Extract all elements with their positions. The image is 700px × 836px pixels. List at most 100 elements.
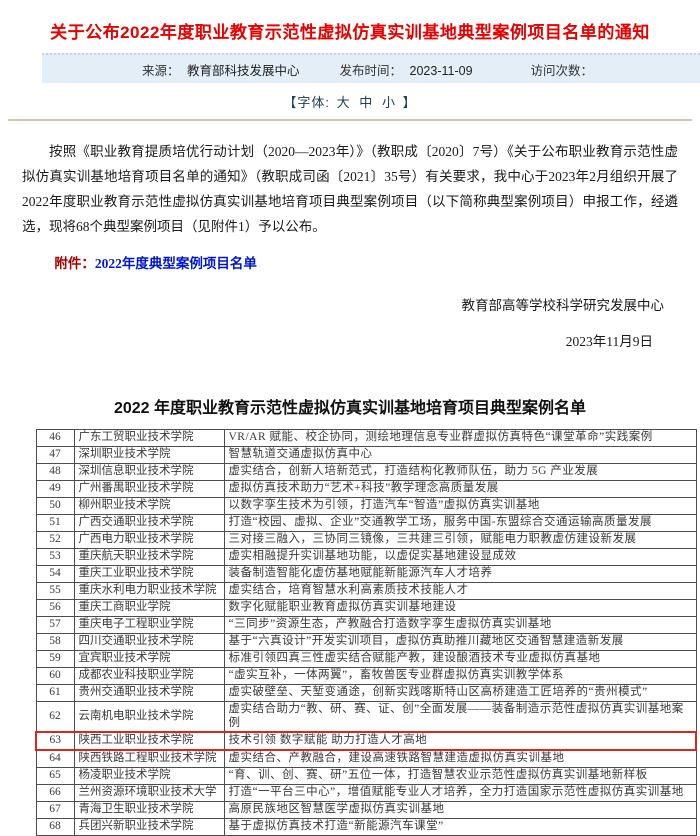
- table-row: 48 深圳信息职业技术学院 虚实结合，创新人培新范式，打造结构化教师队伍，助力 …: [35, 463, 697, 481]
- table-row: 47 深圳职业技术学院 智慧轨道交通虚拟仿真中心: [35, 446, 697, 464]
- row-number: 47: [35, 446, 75, 464]
- row-number: 63: [35, 731, 75, 751]
- attachment-line: 附件：2022年度典型案例项目名单: [22, 252, 678, 272]
- notice-body: 按照《职业教育提质培优行动计划（2020—2023年）》（教职成〔2020〕7号…: [22, 139, 678, 239]
- row-number: 51: [35, 514, 75, 532]
- row-number: 49: [35, 480, 75, 498]
- signature-organization: 教育部高等学校科学研究发展中心: [461, 298, 665, 313]
- row-number: 58: [35, 633, 75, 651]
- meta-bar: 来源： 教育部科技发展中心 发布时间： 2023-11-09 访问次数：: [42, 53, 700, 83]
- case-table: 46 广东工贸职业技术学院 VR/AR 赋能、校企协同，测绘地理信息专业群虚拟仿…: [35, 429, 697, 836]
- row-school: 重庆工业职业技术学院: [73, 565, 225, 583]
- row-description: “三同步”资源生态，产教融合打造数字孪生虚拟仿真实训基地: [223, 616, 697, 634]
- row-number: 46: [35, 429, 75, 447]
- font-size-selector: 【字体: 大 中 小 】: [0, 92, 700, 111]
- table-row: 49 广州番禺职业技术学院 虚拟仿真技术助力“艺术+科技”教学理念高质量发展: [35, 480, 697, 498]
- table-row: 46 广东工贸职业技术学院 VR/AR 赋能、校企协同，测绘地理信息专业群虚拟仿…: [35, 429, 697, 447]
- row-number: 48: [35, 463, 75, 481]
- row-description: VR/AR 赋能、校企协同，测绘地理信息专业群虚拟仿真特色“课堂革命”实践案例: [223, 429, 697, 447]
- row-number: 54: [35, 565, 75, 583]
- row-school: 贵州交通职业技术学院: [73, 684, 225, 702]
- row-description: 虚实结合，创新人培新范式，打造结构化教师队伍，助力 5G 产业发展: [223, 463, 697, 481]
- row-school: 陕西铁路工程职业技术学院: [73, 749, 225, 768]
- row-number: 57: [35, 616, 75, 634]
- row-school: 重庆电子工程职业学院: [73, 616, 225, 634]
- row-description: “虚实互补，一体两翼”，畜牧兽医专业群虚拟仿真实训教学体系: [223, 667, 697, 685]
- table-row: 63 陕西工业职业技术学院 技术引领 数字赋能 助力打造人才高地: [35, 731, 697, 751]
- meta-visits: 访问次数：: [531, 60, 594, 79]
- row-number: 65: [35, 767, 75, 785]
- font-size-medium-button[interactable]: 中: [359, 95, 374, 110]
- row-description: 技术引领 数字赋能 助力打造人才高地: [223, 731, 697, 751]
- notice-paragraph: 按照《职业教育提质培优行动计划（2020—2023年）》（教职成〔2020〕7号…: [22, 144, 678, 234]
- table-row: 66 兰州资源环境职业技术大学 打造“一平台三中心”，增值赋能专业人才培养，全力…: [35, 784, 697, 802]
- header-divider: [8, 119, 692, 121]
- row-number: 59: [35, 650, 75, 668]
- row-number: 60: [35, 667, 75, 685]
- row-description: 虚实结合，培育智慧水利高素质技术技能人才: [223, 582, 697, 600]
- font-size-small-button[interactable]: 小: [381, 95, 396, 110]
- row-description: 虚拟仿真技术助力“艺术+科技”教学理念高质量发展: [223, 480, 697, 498]
- table-row: 64 陕西铁路工程职业技术学院 虚实结合、产教融合，建设高速铁路智慧建造虚拟仿真…: [35, 749, 697, 768]
- row-school: 深圳信息职业技术学院: [73, 463, 225, 481]
- row-school: 陕西工业职业技术学院: [73, 731, 225, 751]
- row-school: 广西电力职业技术学院: [73, 531, 225, 549]
- table-row: 61 贵州交通职业技术学院 虚实破壁垒、天堑变通途，创新实践喀斯特山区高桥建造工…: [35, 684, 697, 702]
- row-school: 重庆工商职业学院: [73, 599, 225, 617]
- meta-source-value: 教育部科技发展中心: [187, 63, 300, 78]
- row-description: 打造“一平台三中心”，增值赋能专业人才培养，全力打造国家示范性虚拟仿真实训基地: [223, 784, 697, 802]
- row-number: 62: [35, 701, 75, 733]
- row-school: 重庆航天职业技术学院: [73, 548, 225, 566]
- page-title: 关于公布2022年度职业教育示范性虚拟仿真实训基地典型案例项目名单的通知: [50, 23, 650, 42]
- row-description: 数字化赋能职业教育虚拟仿真实训基地建设: [223, 599, 697, 617]
- table-row: 52 广西电力职业技术学院 三对接三融入，三协同三镜像，三共建三引领，赋能电力职…: [35, 531, 697, 549]
- row-school: 兵团兴新职业技术学院: [73, 818, 225, 836]
- row-school: 广东工贸职业技术学院: [73, 429, 225, 447]
- table-row: 68 兵团兴新职业技术学院 基于虚拟仿真技术打造“新能源汽车课堂”: [35, 818, 697, 836]
- row-description: 虚实破壁垒、天堑变通途，创新实践喀斯特山区高桥建造工匠培养的“贵州模式”: [223, 684, 697, 702]
- table-row: 65 杨凌职业技术学院 “育、训、创、赛、研”五位一体，打造智慧农业示范性虚拟仿…: [35, 767, 697, 785]
- font-size-large-button[interactable]: 大: [336, 95, 351, 110]
- font-selector-prefix: 【字体:: [283, 95, 331, 110]
- table-row: 60 成都农业科技职业学院 “虚实互补，一体两翼”，畜牧兽医专业群虚拟仿真实训教…: [35, 667, 697, 685]
- row-number: 64: [35, 749, 75, 768]
- attachment-link[interactable]: 2022年度典型案例项目名单: [94, 256, 257, 271]
- row-description: 虚实结合助力“教、研、赛、证、创”全面发展——装备制造示范性虚拟仿真实训基地案例: [223, 701, 697, 733]
- meta-publish-label: 发布时间：: [339, 63, 403, 78]
- row-description: 标准引领四真三性虚实结合赋能产教，建设酿酒技术专业虚拟仿真基地: [223, 650, 697, 668]
- table-row: 50 柳州职业技术学院 以数字孪生技术为引领，打造汽车“智造”虚拟仿真实训基地: [35, 497, 697, 515]
- font-selector-suffix: 】: [402, 95, 417, 110]
- row-number: 50: [35, 497, 75, 515]
- meta-source: 来源： 教育部科技发展中心: [142, 60, 300, 79]
- row-description: 三对接三融入，三协同三镜像，三共建三引领，赋能电力职教虚仿建设新发展: [223, 531, 697, 549]
- table-row: 53 重庆航天职业技术学院 虚实相融提升实训基地功能，以虚促实基地建设显成效: [35, 548, 697, 566]
- row-number: 56: [35, 599, 75, 617]
- row-school: 成都农业科技职业学院: [73, 667, 225, 685]
- row-number: 53: [35, 548, 75, 566]
- row-number: 52: [35, 531, 75, 549]
- row-description: 打造“校园、虚拟、企业”交通教学工场，服务中国-东盟综合交通运输高质量发展: [223, 514, 697, 532]
- row-school: 杨凌职业技术学院: [73, 767, 225, 785]
- row-description: 以数字孪生技术为引领，打造汽车“智造”虚拟仿真实训基地: [223, 497, 697, 515]
- table-row: 59 宜宾职业技术学院 标准引领四真三性虚实结合赋能产教，建设酿酒技术专业虚拟仿…: [35, 650, 697, 668]
- row-description: 智慧轨道交通虚拟仿真中心: [223, 446, 697, 464]
- signature-date: 2023年11月9日: [565, 334, 653, 349]
- meta-publish-value: 2023-11-09: [409, 63, 473, 78]
- annex-table-title: 2022 年度职业教育示范性虚拟仿真实训基地培育项目典型案例名单: [113, 400, 587, 417]
- row-school: 深圳职业技术学院: [73, 446, 225, 464]
- row-school: 柳州职业技术学院: [73, 497, 225, 515]
- row-description: 虚实相融提升实训基地功能，以虚促实基地建设显成效: [223, 548, 697, 566]
- row-school: 宜宾职业技术学院: [73, 650, 225, 668]
- table-row: 58 四川交通职业技术学院 基于“六真设计”开发实训项目，虚拟仿真助推川藏地区交…: [35, 633, 697, 651]
- row-description: 基于虚拟仿真技术打造“新能源汽车课堂”: [223, 818, 697, 836]
- row-school: 广州番禺职业技术学院: [73, 480, 225, 498]
- table-row: 56 重庆工商职业学院 数字化赋能职业教育虚拟仿真实训基地建设: [35, 599, 697, 617]
- row-number: 68: [35, 818, 75, 836]
- row-school: 云南机电职业技术学院: [73, 701, 225, 733]
- table-row: 51 广西交通职业技术学院 打造“校园、虚拟、企业”交通教学工场，服务中国-东盟…: [35, 514, 697, 532]
- meta-publish-time: 发布时间： 2023-11-09: [340, 60, 473, 79]
- meta-source-label: 来源：: [142, 63, 180, 78]
- table-row: 57 重庆电子工程职业学院 “三同步”资源生态，产教融合打造数字孪生虚拟仿真实训…: [35, 616, 697, 634]
- table-row: 67 青海卫生职业技术学院 高原民族地区智慧医学虚拟仿真实训基地: [35, 801, 697, 819]
- row-number: 61: [35, 684, 75, 702]
